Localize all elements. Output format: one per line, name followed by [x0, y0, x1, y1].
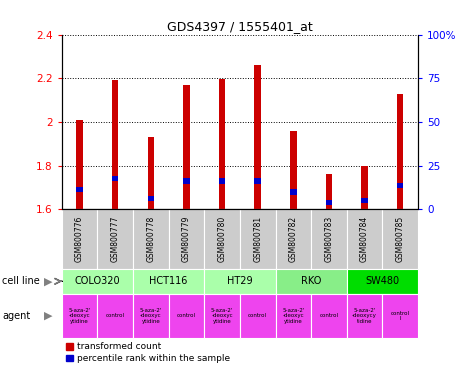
Bar — [133, 209, 169, 269]
Text: GSM800782: GSM800782 — [289, 216, 298, 262]
Legend: transformed count, percentile rank within the sample: transformed count, percentile rank withi… — [66, 343, 230, 363]
Text: control
l: control l — [390, 311, 409, 321]
Text: GSM800779: GSM800779 — [182, 216, 191, 262]
Text: HCT116: HCT116 — [150, 276, 188, 286]
Bar — [361, 198, 368, 203]
Bar — [382, 209, 418, 269]
Text: ▶: ▶ — [44, 276, 52, 286]
Bar — [76, 187, 83, 192]
Bar — [62, 209, 97, 269]
Bar — [76, 120, 83, 209]
Text: GSM800777: GSM800777 — [111, 216, 120, 262]
Bar — [62, 269, 133, 294]
Bar — [97, 209, 133, 269]
Bar — [397, 182, 403, 188]
Bar — [148, 137, 154, 209]
Bar — [240, 294, 276, 338]
Text: control: control — [177, 313, 196, 318]
Bar — [204, 209, 240, 269]
Bar — [204, 294, 240, 338]
Bar — [169, 294, 204, 338]
Bar — [290, 131, 296, 209]
Bar — [133, 269, 204, 294]
Bar — [183, 85, 190, 209]
Text: RKO: RKO — [301, 276, 321, 286]
Text: control: control — [105, 313, 124, 318]
Text: GSM800783: GSM800783 — [324, 216, 333, 262]
Bar — [148, 195, 154, 201]
Bar — [97, 294, 133, 338]
Bar — [219, 79, 225, 209]
Text: GSM800778: GSM800778 — [146, 216, 155, 262]
Bar — [347, 269, 418, 294]
Bar — [276, 269, 347, 294]
Text: 5-aza-2'
-deoxyc
ytidine: 5-aza-2' -deoxyc ytidine — [211, 308, 233, 324]
Title: GDS4397 / 1555401_at: GDS4397 / 1555401_at — [167, 20, 313, 33]
Bar — [183, 178, 190, 184]
Text: ▶: ▶ — [44, 311, 52, 321]
Text: 5-aza-2'
-deoxyc
ytidine: 5-aza-2' -deoxyc ytidine — [68, 308, 91, 324]
Bar — [276, 209, 311, 269]
Text: GSM800780: GSM800780 — [218, 216, 227, 262]
Text: cell line: cell line — [2, 276, 40, 286]
Bar — [347, 294, 382, 338]
Text: HT29: HT29 — [227, 276, 253, 286]
Text: COLO320: COLO320 — [75, 276, 120, 286]
Text: GSM800776: GSM800776 — [75, 216, 84, 262]
Text: 5-aza-2'
-deoxycy
tidine: 5-aza-2' -deoxycy tidine — [352, 308, 377, 324]
Bar — [397, 94, 403, 209]
Text: GSM800781: GSM800781 — [253, 216, 262, 262]
Bar — [219, 178, 225, 184]
Text: 5-aza-2'
-deoxyc
ytidine: 5-aza-2' -deoxyc ytidine — [282, 308, 304, 324]
Bar — [382, 294, 418, 338]
Bar — [112, 80, 118, 209]
Text: SW480: SW480 — [365, 276, 399, 286]
Bar — [240, 209, 276, 269]
Bar — [204, 269, 276, 294]
Bar — [347, 209, 382, 269]
Bar — [311, 209, 347, 269]
Bar — [326, 200, 332, 205]
Bar — [62, 294, 97, 338]
Bar — [133, 294, 169, 338]
Text: GSM800784: GSM800784 — [360, 216, 369, 262]
Text: control: control — [248, 313, 267, 318]
Bar — [361, 166, 368, 209]
Text: control: control — [319, 313, 338, 318]
Bar — [290, 189, 296, 195]
Bar — [311, 294, 347, 338]
Bar — [255, 65, 261, 209]
Bar — [276, 294, 311, 338]
Bar — [169, 209, 204, 269]
Bar — [255, 178, 261, 184]
Bar — [112, 176, 118, 181]
Text: agent: agent — [2, 311, 30, 321]
Text: GSM800785: GSM800785 — [396, 216, 405, 262]
Text: 5-aza-2'
-deoxyc
ytidine: 5-aza-2' -deoxyc ytidine — [140, 308, 162, 324]
Bar — [326, 174, 332, 209]
